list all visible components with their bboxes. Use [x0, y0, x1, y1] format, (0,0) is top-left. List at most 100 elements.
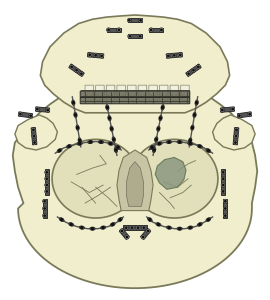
FancyBboxPatch shape	[80, 98, 190, 104]
Circle shape	[168, 141, 170, 143]
Polygon shape	[96, 85, 104, 97]
Polygon shape	[117, 150, 153, 211]
Circle shape	[153, 149, 155, 151]
Circle shape	[70, 65, 73, 68]
Polygon shape	[170, 85, 178, 97]
Ellipse shape	[90, 227, 95, 230]
Circle shape	[29, 114, 32, 117]
Ellipse shape	[108, 142, 113, 145]
Ellipse shape	[156, 223, 161, 226]
Polygon shape	[212, 115, 255, 150]
Ellipse shape	[112, 137, 115, 142]
Ellipse shape	[88, 140, 93, 144]
Ellipse shape	[197, 223, 202, 226]
Circle shape	[68, 145, 70, 147]
Polygon shape	[181, 85, 189, 97]
Circle shape	[187, 72, 190, 75]
Ellipse shape	[195, 100, 198, 105]
Circle shape	[234, 134, 238, 138]
Ellipse shape	[206, 148, 211, 152]
Circle shape	[197, 65, 200, 68]
Circle shape	[199, 224, 201, 225]
Circle shape	[61, 219, 63, 220]
Polygon shape	[85, 88, 93, 100]
Polygon shape	[160, 88, 168, 100]
Ellipse shape	[131, 140, 218, 218]
Circle shape	[149, 28, 153, 32]
Circle shape	[196, 102, 198, 104]
Circle shape	[224, 214, 227, 217]
Ellipse shape	[100, 226, 106, 229]
Circle shape	[45, 190, 49, 193]
Circle shape	[179, 228, 181, 230]
Circle shape	[33, 141, 36, 144]
Circle shape	[115, 149, 117, 151]
Circle shape	[128, 34, 131, 38]
Polygon shape	[223, 199, 228, 218]
Circle shape	[100, 54, 103, 58]
Polygon shape	[18, 112, 33, 118]
Ellipse shape	[166, 226, 172, 229]
Circle shape	[120, 229, 123, 233]
Circle shape	[234, 141, 237, 144]
Ellipse shape	[166, 140, 172, 144]
Circle shape	[224, 200, 227, 203]
Ellipse shape	[155, 137, 158, 142]
Circle shape	[157, 128, 159, 130]
Ellipse shape	[206, 218, 211, 222]
Circle shape	[189, 226, 191, 229]
Circle shape	[141, 235, 145, 239]
Circle shape	[139, 19, 142, 22]
Circle shape	[113, 138, 115, 140]
Circle shape	[155, 138, 157, 140]
Ellipse shape	[157, 126, 160, 131]
Circle shape	[151, 146, 153, 148]
Ellipse shape	[76, 125, 79, 130]
Circle shape	[168, 226, 170, 229]
Ellipse shape	[116, 145, 120, 149]
Circle shape	[125, 235, 129, 239]
Polygon shape	[127, 88, 136, 100]
Polygon shape	[149, 28, 163, 32]
Circle shape	[139, 34, 142, 38]
Circle shape	[119, 219, 121, 220]
Circle shape	[79, 140, 81, 141]
Circle shape	[89, 141, 91, 143]
Polygon shape	[155, 158, 186, 189]
Circle shape	[221, 108, 224, 112]
Polygon shape	[123, 226, 147, 230]
Circle shape	[92, 228, 93, 230]
Ellipse shape	[197, 145, 202, 148]
Circle shape	[107, 28, 110, 32]
Polygon shape	[117, 85, 126, 97]
Ellipse shape	[110, 126, 113, 131]
Circle shape	[192, 69, 195, 72]
Ellipse shape	[66, 145, 72, 148]
Ellipse shape	[98, 140, 104, 144]
Circle shape	[100, 141, 102, 143]
Circle shape	[94, 54, 97, 57]
Circle shape	[142, 226, 146, 229]
Ellipse shape	[177, 140, 182, 144]
Polygon shape	[96, 88, 104, 100]
Ellipse shape	[114, 147, 117, 153]
Ellipse shape	[74, 112, 77, 118]
Circle shape	[45, 183, 49, 187]
Polygon shape	[35, 107, 50, 112]
Polygon shape	[166, 52, 183, 58]
Circle shape	[117, 28, 121, 32]
Circle shape	[194, 114, 195, 116]
Circle shape	[72, 102, 74, 104]
Circle shape	[128, 19, 131, 22]
Circle shape	[221, 171, 225, 174]
Polygon shape	[45, 169, 49, 195]
Polygon shape	[160, 85, 168, 97]
Circle shape	[160, 117, 161, 119]
Circle shape	[160, 28, 163, 32]
Circle shape	[36, 107, 39, 111]
Circle shape	[110, 143, 112, 145]
Circle shape	[111, 128, 113, 130]
Circle shape	[207, 150, 209, 152]
Circle shape	[112, 224, 114, 225]
Circle shape	[231, 107, 234, 111]
